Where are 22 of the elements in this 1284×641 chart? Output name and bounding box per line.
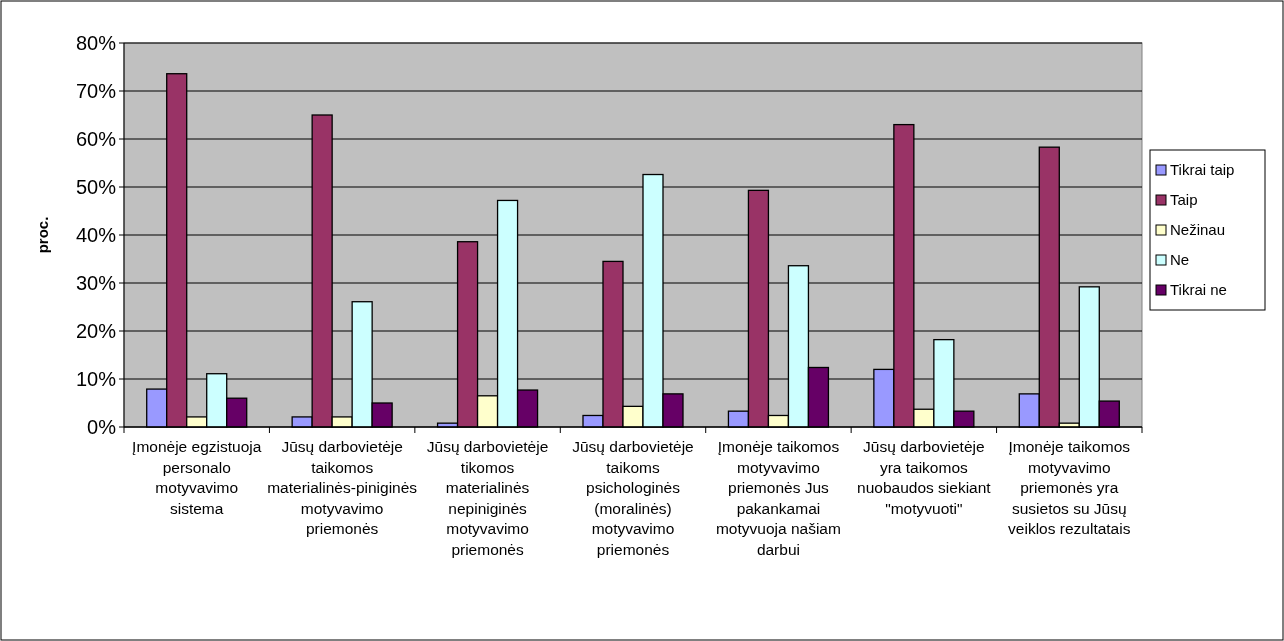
y-tick-label: 20% [75,320,117,342]
x-tick-label: Jūsų darbovietėje taikomos materialinės-piniginės motyvavimo priemonės [267,438,418,537]
y-tick-label: 40% [75,224,117,246]
y-tick-label: 60% [75,128,117,150]
y-tick-label: 30% [75,272,117,294]
y-tick-label: 80% [75,32,117,54]
y-tick-label: 10% [75,368,117,390]
legend-label: Tikrai ne [1170,281,1227,299]
legend-label: Taip [1170,191,1198,209]
legend-label: Nežinau [1170,221,1226,239]
x-tick-label: Įmonėje taikomos motyvavimo priemonės Jus pakankamai motyvuoja našiam darbui [715,438,841,558]
x-tick-label: Jūsų darbovietėje yra taikomos nuobaudos siekiant "motyvuoti" [857,438,992,517]
legend-label: Tikrai taip [1170,161,1235,179]
y-tick-label: 70% [75,80,117,102]
x-tick-label: Jūsų darbovietėje tikomos materialinės nepiniginės motyvavimo priemonės [426,438,549,558]
x-tick-label: Jūsų darbovietėje taikoms psichologinės (moralinės) motyvavimo priemonės [572,438,694,558]
y-axis-title: proc. [34,216,51,254]
x-tick-label: Įmonėje taikomos motyvavimo priemonės yra susietos su Jūsų veiklos rezultatais [1008,438,1131,537]
x-tick-label: Įmonėje egzistuoja personalo motyvavimo sistema [132,438,262,517]
legend-label: Ne [1170,251,1190,269]
y-tick-label: 50% [75,176,117,198]
y-tick-label: 0% [87,416,117,438]
